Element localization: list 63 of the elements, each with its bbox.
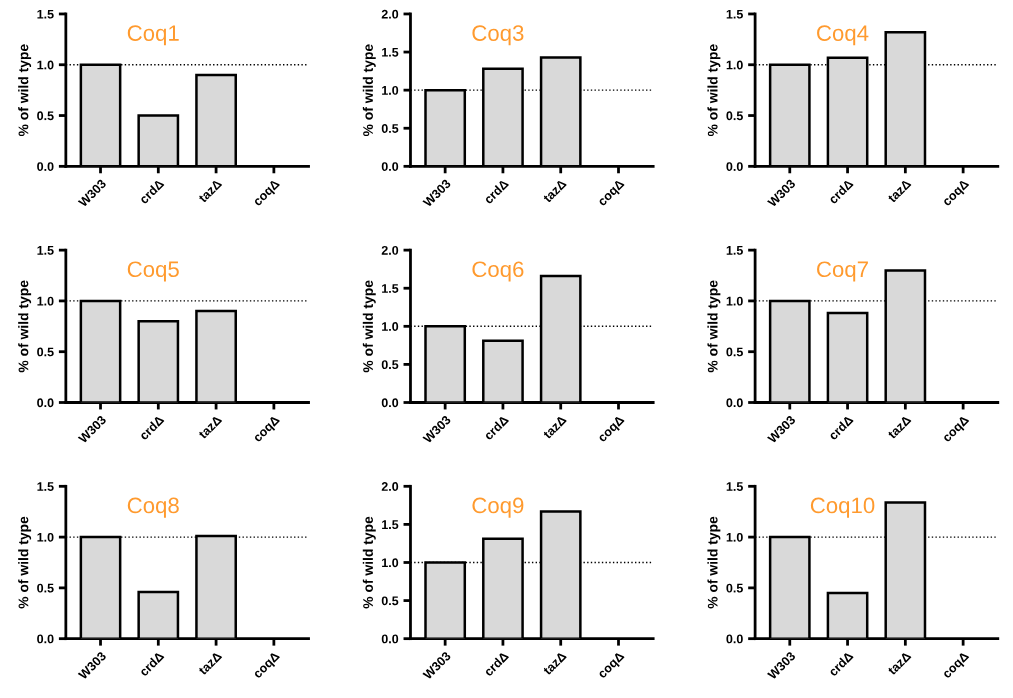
chart-title: Coq4 bbox=[817, 25, 869, 46]
y-axis-title: % of wild type bbox=[707, 280, 721, 373]
chart-title: Coq6 bbox=[472, 261, 524, 282]
y-axis-title: % of wild type bbox=[18, 516, 32, 609]
y-tick-label: 0.0 bbox=[37, 398, 54, 408]
x-tick-label: tazΔ bbox=[542, 414, 567, 440]
chart-title: Coq10 bbox=[810, 497, 875, 518]
y-tick-label: 0.5 bbox=[726, 583, 743, 593]
y-tick-label: 1.0 bbox=[382, 85, 399, 95]
chart-title: Coq1 bbox=[127, 25, 179, 46]
y-tick-label: 1.5 bbox=[726, 9, 743, 19]
y-tick-label: 0.5 bbox=[37, 111, 54, 121]
y-tick-label: 0.0 bbox=[381, 634, 399, 644]
y-tick-label: 1.5 bbox=[382, 520, 399, 530]
y-axis-title: % of wild type bbox=[362, 516, 376, 609]
y-tick-label: 0.5 bbox=[37, 583, 54, 593]
y-tick-label: 0.0 bbox=[37, 634, 54, 644]
y-tick-label: 1.5 bbox=[382, 47, 399, 57]
y-tick-label: 0.0 bbox=[726, 634, 743, 644]
chart-title: Coq9 bbox=[472, 497, 524, 518]
x-tick-label: tazΔ bbox=[197, 178, 223, 204]
y-tick-label: 1.5 bbox=[37, 9, 54, 19]
y-tick-label: 1.0 bbox=[726, 296, 743, 306]
chart-title: Coq7 bbox=[817, 261, 868, 282]
y-tick-label: 1.5 bbox=[726, 482, 743, 491]
y-tick-label: 1.5 bbox=[382, 284, 399, 293]
y-tick-label: 0.5 bbox=[37, 347, 54, 357]
chart-title: Coq3 bbox=[472, 25, 524, 46]
y-tick-label: 0.0 bbox=[37, 162, 54, 171]
y-tick-label: 0.5 bbox=[726, 347, 743, 357]
y-tick-label: 1.0 bbox=[37, 60, 54, 70]
x-tick-label: tazΔ bbox=[887, 414, 912, 440]
y-tick-label: 2.0 bbox=[381, 245, 399, 255]
y-tick-label: 1.0 bbox=[37, 532, 54, 542]
y-axis-title: % of wild type bbox=[707, 516, 721, 609]
y-tick-label: 1.5 bbox=[37, 246, 54, 255]
y-axis-title: % of wild type bbox=[18, 44, 32, 137]
y-tick-label: 2.0 bbox=[381, 9, 399, 19]
x-tick-label: tazΔ bbox=[887, 178, 912, 204]
y-tick-label: 1.0 bbox=[37, 296, 54, 306]
y-tick-label: 1.5 bbox=[37, 482, 54, 491]
y-tick-label: 1.5 bbox=[726, 246, 743, 255]
y-tick-label: 1.0 bbox=[382, 322, 399, 331]
x-tick-label: tazΔ bbox=[197, 414, 223, 440]
chart-title: Coq8 bbox=[127, 497, 179, 518]
y-tick-label: 0.0 bbox=[726, 162, 743, 171]
y-tick-label: 2.0 bbox=[381, 482, 399, 491]
y-tick-label: 0.0 bbox=[726, 398, 743, 408]
chart-title: Coq5 bbox=[127, 261, 179, 282]
y-tick-label: 0.0 bbox=[381, 398, 399, 408]
y-tick-label: 0.0 bbox=[381, 162, 399, 171]
y-axis-title: % of wild type bbox=[362, 280, 376, 373]
y-tick-label: 1.0 bbox=[726, 60, 743, 70]
y-tick-label: 1.0 bbox=[726, 532, 743, 542]
y-tick-label: 0.5 bbox=[381, 596, 399, 606]
y-axis-title: % of wild type bbox=[707, 44, 721, 137]
y-tick-label: 0.5 bbox=[726, 111, 743, 121]
y-tick-label: 0.5 bbox=[381, 360, 399, 370]
y-axis-title: % of wild type bbox=[18, 280, 32, 373]
x-tick-label: tazΔ bbox=[542, 178, 567, 204]
y-axis-title: % of wild type bbox=[362, 44, 376, 137]
y-tick-label: 0.5 bbox=[381, 124, 399, 133]
y-tick-label: 1.0 bbox=[382, 558, 399, 568]
